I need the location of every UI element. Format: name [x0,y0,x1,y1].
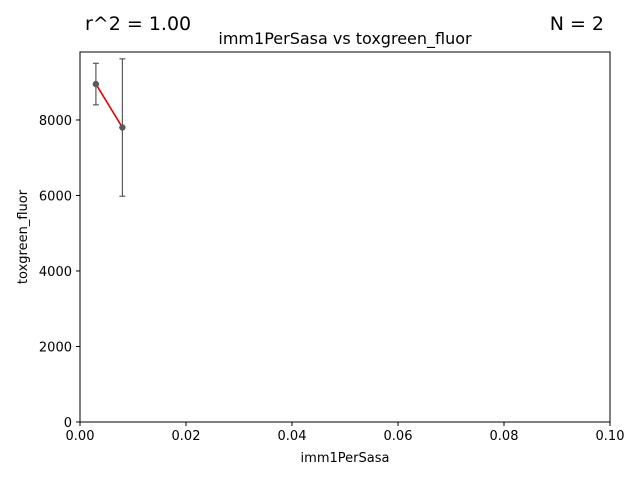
x-axis-label: imm1PerSasa [301,451,390,466]
fit-line [95,83,124,128]
x-tick-label: 0.02 [172,429,201,444]
x-tick-label: 0.00 [66,429,95,444]
x-tick-label: 0.06 [384,429,413,444]
y-tick-label: 2000 [39,340,72,355]
x-tick-label: 0.10 [596,429,625,444]
y-axis-ticks: 0 2000 4000 6000 8000 [39,114,80,431]
plot-frame [79,51,611,423]
x-tick-label: 0.04 [278,429,307,444]
r-squared-annotation: r^2 = 1.00 [85,13,191,35]
y-tick-label: 8000 [39,114,72,129]
y-tick-label: 6000 [39,189,72,204]
y-tick-label: 0 [64,416,72,431]
points-layer [92,80,126,131]
x-axis-ticks: 0.00 0.02 0.04 0.06 0.08 0.10 [66,422,625,444]
n-annotation: N = 2 [550,13,604,35]
fit-line-layer [95,83,124,128]
y-axis-label: toxgreen_fluor [16,189,31,284]
chart-title: imm1PerSasa vs toxgreen_fluor [218,29,472,49]
data-point [92,80,100,88]
x-tick-label: 0.08 [490,429,519,444]
y-tick-label: 4000 [39,265,72,280]
data-point [119,124,126,131]
